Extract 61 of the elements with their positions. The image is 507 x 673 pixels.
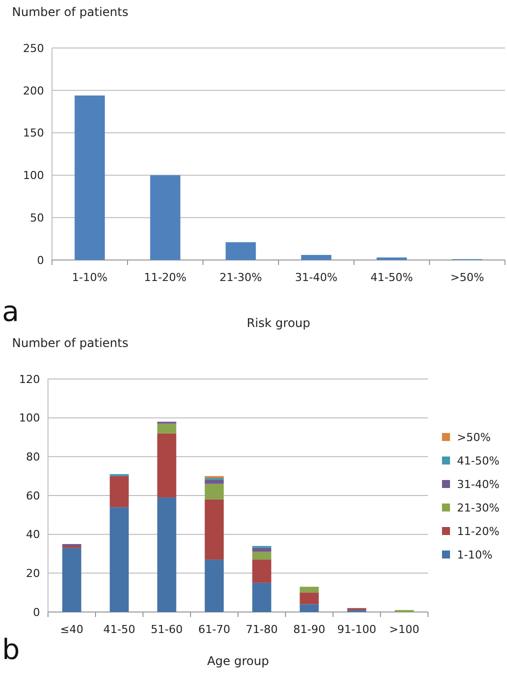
y-tick-label: 0 — [37, 254, 44, 267]
y-tick-label: 0 — [33, 606, 40, 619]
x-tick-label: 81-90 — [293, 623, 326, 636]
bar — [376, 257, 407, 260]
y-tick-label: 20 — [26, 567, 40, 580]
bar — [300, 604, 319, 612]
bar — [204, 499, 224, 560]
bar — [74, 95, 105, 260]
bar — [252, 582, 272, 612]
x-axis-title: Risk group — [246, 316, 310, 330]
bar — [157, 497, 176, 612]
y-tick-label: 60 — [26, 489, 40, 502]
text: b — [2, 633, 20, 666]
x-tick-label: 21-30% — [220, 271, 262, 284]
bar — [110, 507, 129, 612]
bar — [157, 433, 176, 498]
bar — [300, 592, 319, 604]
legend-label: >50% — [457, 430, 491, 444]
y-tick-label: 40 — [26, 528, 40, 542]
x-tick-label: 1-10% — [72, 271, 108, 284]
bar — [301, 254, 332, 260]
legend-label: 21-30% — [457, 501, 500, 514]
bar — [252, 552, 272, 560]
x-tick-label: 71-80 — [246, 623, 278, 636]
x-tick-label: 91-100 — [337, 623, 376, 636]
legend-label: 1-10% — [457, 548, 492, 562]
x-tick-label: 51-60 — [150, 623, 183, 636]
y-tick-label: 150 — [23, 126, 44, 140]
x-tick-label: 41-50 — [103, 623, 136, 636]
y-axis-title: Number of patients — [12, 5, 128, 19]
bar — [204, 560, 224, 612]
bar — [204, 480, 224, 484]
y-tick-label: 50 — [30, 211, 44, 224]
y-tick-label: 120 — [19, 372, 40, 386]
x-tick-label: 31-40% — [295, 271, 338, 284]
y-tick-label: 250 — [23, 42, 44, 55]
bar — [252, 560, 272, 583]
y-tick-label: 200 — [23, 84, 44, 98]
text: a — [2, 295, 20, 328]
bar — [110, 476, 129, 508]
bar — [157, 424, 176, 434]
y-tick-label: 80 — [26, 450, 40, 464]
x-tick-label: 61-70 — [198, 623, 230, 636]
legend-label: 31-40% — [457, 478, 500, 491]
legend-label: 41-50% — [457, 454, 500, 468]
bar — [62, 548, 82, 612]
legend-label: 11-20% — [457, 524, 500, 538]
y-tick-label: 100 — [23, 169, 44, 182]
x-tick-label: >50% — [450, 271, 484, 284]
x-tick-label: 11-20% — [144, 271, 186, 284]
x-tick-label: >100 — [389, 623, 420, 636]
bar — [300, 586, 319, 593]
bar — [150, 175, 180, 260]
x-tick-label: ≤40 — [60, 623, 84, 636]
x-axis-title: Age group — [207, 654, 269, 668]
bar — [204, 484, 224, 500]
y-axis-title: Number of patients — [12, 336, 128, 350]
bar — [252, 548, 272, 552]
y-tick-label: 100 — [19, 412, 40, 425]
bar — [226, 242, 256, 260]
x-tick-label: 41-50% — [370, 271, 413, 284]
